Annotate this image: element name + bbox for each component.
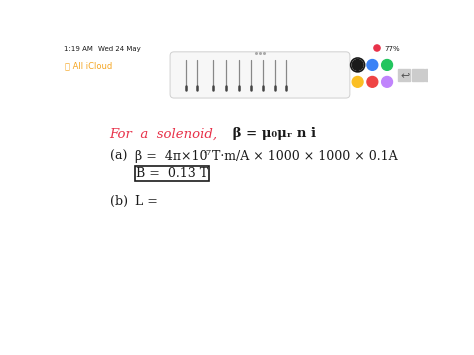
FancyBboxPatch shape <box>170 52 350 98</box>
Text: L =: L = <box>135 195 158 208</box>
Text: 〈 All iCloud: 〈 All iCloud <box>65 61 113 70</box>
Circle shape <box>367 76 378 87</box>
Text: (a): (a) <box>109 151 127 163</box>
Bar <box>135 166 209 181</box>
Circle shape <box>382 60 392 70</box>
Text: -7: -7 <box>203 149 212 157</box>
Text: T·m/A × 1000 × 1000 × 0.1A: T·m/A × 1000 × 1000 × 0.1A <box>208 151 398 163</box>
Circle shape <box>382 76 392 87</box>
Text: B =  0.13 T: B = 0.13 T <box>136 167 208 180</box>
Circle shape <box>352 76 363 87</box>
Text: For  a  solenoid,: For a solenoid, <box>109 127 218 140</box>
Text: Wed 24 May: Wed 24 May <box>98 47 141 53</box>
Circle shape <box>352 60 363 70</box>
Text: β =  4π×10: β = 4π×10 <box>135 151 208 163</box>
Circle shape <box>367 60 378 70</box>
Text: 77%: 77% <box>385 47 401 53</box>
Text: ↩: ↩ <box>400 70 410 80</box>
Circle shape <box>374 45 380 51</box>
Text: β = μ₀μᵣ n i̇: β = μ₀μᵣ n i̇ <box>228 127 316 140</box>
Text: (b): (b) <box>109 195 128 208</box>
Text: 1:19 AM: 1:19 AM <box>64 47 93 53</box>
